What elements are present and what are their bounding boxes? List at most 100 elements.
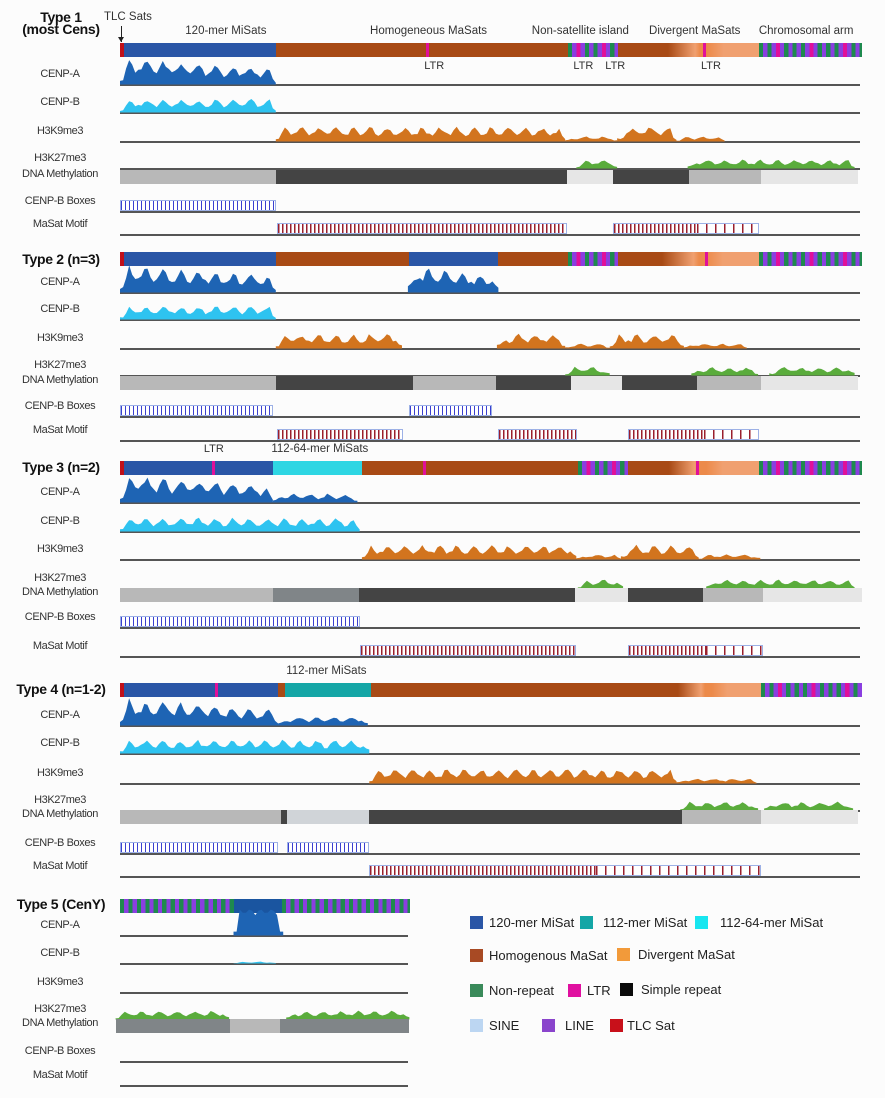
ltr-mark (214, 683, 218, 697)
h3k27me3-signal (577, 579, 855, 589)
track-label: CENP-B (40, 515, 80, 527)
segment-mer120 (123, 252, 276, 266)
track-baseline (120, 141, 860, 143)
h3k9me3-peak-region (275, 126, 566, 142)
region-label: 120-mer MiSats (185, 25, 267, 37)
track-baseline (120, 559, 860, 561)
cenp-a-peak-region (278, 717, 368, 726)
legend-item-homogenous-masat: Homogenous MaSat (470, 948, 608, 963)
segment-homog_masat (627, 461, 670, 475)
track-label: MaSat Motif (32, 1069, 88, 1081)
track-baseline (120, 656, 860, 658)
legend-item-line: LINE (542, 1018, 594, 1033)
track-label: DNA Methylation (22, 1017, 98, 1029)
track-label: DNA Methylation (22, 374, 98, 386)
ltr-mark (703, 43, 707, 57)
h3k27me3-signal (565, 366, 855, 376)
h3k27me3-signal (115, 1010, 410, 1020)
track-baseline (120, 992, 408, 994)
masat-motif-region (360, 645, 577, 656)
segment-homog_masat (361, 461, 578, 475)
segment-island (568, 43, 618, 57)
cenp-b-signal (120, 99, 276, 113)
cenp-a-peak-region (120, 265, 276, 293)
cenp-b-box-region (120, 616, 361, 627)
h3k9me3-signal (361, 544, 761, 560)
track-label: MaSat Motif (32, 424, 88, 436)
type-title: Type 2 (n=3) (22, 251, 100, 267)
h3k27me3-peak-region (691, 367, 759, 376)
legend-swatch (580, 916, 593, 929)
legend-label: LINE (565, 1018, 594, 1033)
track-label: CENP-B Boxes (24, 1045, 96, 1057)
legend-swatch (470, 1019, 483, 1032)
legend-item-ltr: LTR (568, 983, 611, 998)
type-title: (most Cens) (22, 21, 100, 37)
methylation-segment-high (275, 376, 414, 390)
track-label: CENP-A (40, 486, 80, 498)
track-label: DNA Methylation (22, 586, 98, 598)
masat-motif-region (628, 429, 759, 440)
segment-homog_masat (275, 43, 569, 57)
tlc-arrow-icon (121, 26, 122, 42)
legend-label: LTR (587, 983, 611, 998)
masat-motif-sparse (596, 866, 761, 875)
cenp-a-signal (120, 265, 499, 293)
legend-swatch (568, 984, 581, 997)
h3k27me3-peak-region (680, 801, 759, 811)
legend-item-120mer: 120-mer MiSat (470, 915, 574, 930)
track-label: DNA Methylation (22, 808, 98, 820)
legend-swatch (542, 1019, 555, 1032)
cenp-a-peak-region (407, 268, 499, 293)
h3k27me3-peak-region (764, 801, 854, 811)
h3k9me3-peak-region (565, 343, 610, 349)
masat-motif-region (368, 865, 762, 876)
masat-motif-region (276, 223, 568, 234)
track-label: MaSat Motif (32, 640, 88, 652)
track-baseline (120, 935, 408, 937)
legend-label: SINE (489, 1018, 520, 1033)
segment-divergent_masat (698, 461, 759, 475)
segment-mer120 (124, 43, 276, 57)
ltr-label: LTR (203, 443, 224, 455)
repeat-annotation-bar (120, 461, 862, 475)
h3k27me3-signal (680, 801, 854, 811)
methylation-segment-high (612, 170, 690, 184)
track-label: H3K27me3 (34, 359, 86, 371)
methylation-segment-mid (682, 810, 762, 824)
legend-swatch (470, 949, 483, 962)
h3k9me3-peak-region (369, 769, 677, 784)
track-label: H3K9me3 (36, 332, 84, 344)
h3k9me3-peak-region (565, 136, 618, 142)
cenp-a-peak-region (120, 60, 276, 85)
repeat-annotation-bar (120, 43, 862, 57)
segment-homog_masat (617, 43, 669, 57)
legend-label: Divergent MaSat (638, 947, 735, 962)
track-baseline (120, 416, 860, 418)
methylation-segment-mid (120, 170, 276, 184)
cenp-a-peak-region (120, 477, 273, 503)
segment-gradient (668, 43, 701, 57)
legend-item-112mer: 112-mer MiSat (580, 915, 687, 930)
segment-homog_masat (370, 683, 678, 697)
methylation-segment-low (761, 170, 859, 184)
legend-label: Simple repeat (641, 982, 722, 997)
ltr-label: LTR (424, 60, 445, 72)
legend-item-divergent-masat: Divergent MaSat (617, 947, 735, 962)
cenp-b-signal (120, 306, 276, 320)
h3k9me3-peak-region (698, 554, 761, 560)
h3k9me3-peak-region (676, 778, 757, 784)
methylation-segment-high (621, 376, 698, 390)
tlc-sats-label: TLC Sats (104, 11, 152, 23)
track-label: H3K9me3 (36, 767, 84, 779)
segment-arm (758, 461, 862, 475)
region-label: Non-satellite island (531, 25, 629, 37)
track-label: DNA Methylation (22, 168, 98, 180)
masat-motif-sparse (706, 646, 763, 655)
h3k27me3-peak-region (706, 579, 855, 589)
legend-label: Homogenous MaSat (489, 948, 608, 963)
ltr-label: LTR (605, 60, 626, 72)
cenp-b-box-region (408, 405, 493, 416)
track-baseline (120, 963, 408, 965)
legend-swatch (617, 948, 630, 961)
